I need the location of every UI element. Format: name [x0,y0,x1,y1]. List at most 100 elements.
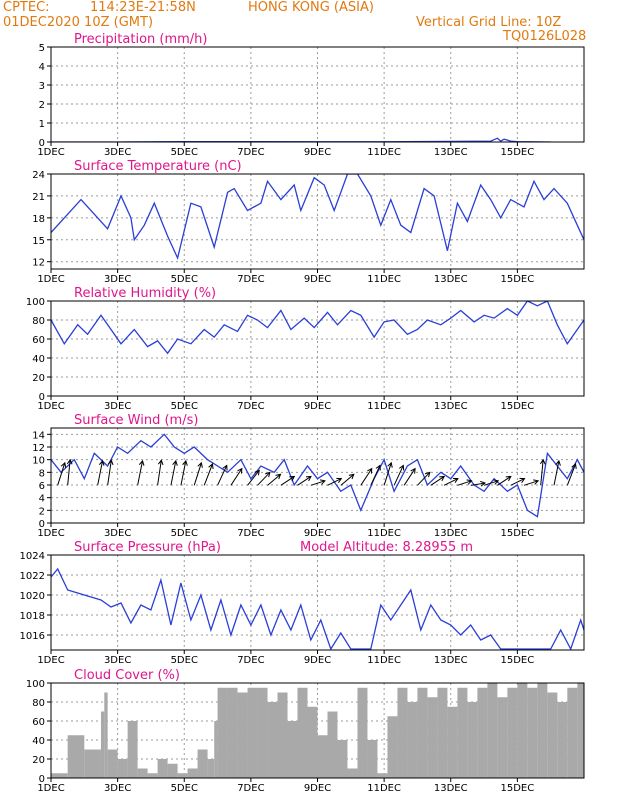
x-tick-label: 5DEC [171,147,198,158]
panel-title: Precipitation (mm/h) [74,32,207,47]
y-tick-label: 2 [39,506,45,517]
x-tick-label: 11DEC [367,274,401,285]
y-tick-label: 80 [32,316,45,327]
panel-frame [50,173,585,270]
cloud-bar [537,683,548,778]
cloud-bar [497,697,508,778]
panel-title: Surface Temperature (nC) [74,159,242,174]
y-tick-label: 15 [32,236,45,247]
y-tick-label: 20 [32,373,45,384]
x-tick-label: 9DEC [304,528,331,539]
wind-arrow [280,476,295,486]
wind-arrow [217,465,228,486]
wind-arrow-head [367,467,373,474]
x-tick-label: 7DEC [237,274,264,285]
cloud-bar [197,749,208,778]
header-coords: 114:23E-21:58N [90,0,196,15]
series-line [51,301,584,355]
y-tick-label: 2 [39,100,45,111]
wind-arrow-head [539,458,546,465]
x-tick-label: 15DEC [501,274,535,285]
cloud-bar [337,740,348,778]
x-tick-label: 13DEC [434,147,468,158]
wind-arrow [310,480,326,486]
wind-arrow-head [410,467,416,474]
wind-arrow [510,478,525,486]
wind-arrow [137,460,143,486]
y-tick-label: 1020 [20,591,45,602]
x-tick-label: 15DEC [501,783,535,794]
y-tick-label: 100 [26,679,45,690]
x-tick-label: 13DEC [434,274,468,285]
cloud-bar [187,768,198,778]
x-tick-label: 3DEC [104,783,131,794]
y-tick-label: 1 [39,119,45,130]
panel-1: 12 15 18 21 24 1DEC 3DEC 5DEC 7DEC 9DEC 11DEC 13DEC… [32,159,585,285]
wind-arrow [483,480,499,486]
wind-arrow-head [275,473,282,480]
wind-arrow-head [398,464,405,471]
cloud-bar [347,768,358,778]
y-tick-label: 40 [32,354,45,365]
cloud-bar [167,763,178,778]
wind-arrow [267,473,281,486]
cloud-bar [527,687,538,778]
panel-frame [50,46,585,143]
cloud-bar [397,687,408,778]
x-tick-label: 1DEC [37,274,64,285]
x-tick-label: 9DEC [304,274,331,285]
cloud-bar [137,768,148,778]
cloud-bar [427,697,438,778]
y-tick-label: 40 [32,736,45,747]
cloud-bar [267,702,278,778]
wind-arrow-head [466,479,473,485]
x-tick-label: 15DEC [501,147,535,158]
y-tick-label: 18 [32,214,45,225]
wind-arrow-head [138,459,145,466]
wind-arrow [497,476,512,486]
wind-arrow [157,460,162,486]
series-line [51,433,584,518]
cloud-bar [367,740,378,778]
cloud-bar [217,687,228,778]
wind-arrow-head [424,471,431,478]
series-line [51,174,584,260]
panel-frame [50,300,585,397]
x-tick-label: 5DEC [171,274,198,285]
panel-frame [50,682,585,779]
wind-arrow-head [387,461,393,468]
wind-arrow-head [452,477,459,483]
wind-arrow-head [157,459,164,466]
y-tick-label: 12 [32,258,45,269]
y-tick-label: 5 [39,43,45,54]
panel-title: Cloud Cover (%) [74,668,180,683]
cloud-bar [277,692,288,778]
wind-arrow-head [480,480,487,487]
panel-0: 0 1 2 3 4 5 1DEC 3DEC 5DEC 7DEC 9DEC 11DEC 13DEC 15DE… [37,32,585,158]
cloud-bar [104,692,108,778]
y-tick-label: 8 [39,468,45,479]
panel-frame [50,554,585,651]
x-tick-label: 15DEC [501,401,535,412]
x-tick-label: 1DEC [37,783,64,794]
wind-arrow-head [519,477,526,483]
y-tick-label: 1024 [20,551,45,562]
x-tick-label: 5DEC [171,401,198,412]
wind-arrow-head [182,459,188,466]
x-tick-label: 7DEC [237,147,264,158]
wind-arrow [383,462,392,486]
y-tick-label: 100 [26,297,45,308]
y-tick-label: 1016 [20,631,45,642]
x-tick-label: 3DEC [104,147,131,158]
x-tick-label: 3DEC [104,274,131,285]
wind-arrow [67,459,71,486]
cloud-bar [327,711,338,778]
cloud-bar [227,687,238,778]
wind-arrow [180,460,187,486]
panel-subtitle: Model Altitude: 8.28955 m [300,540,473,555]
x-tick-label: 5DEC [171,783,198,794]
wind-arrow-head [571,463,577,470]
x-tick-label: 7DEC [237,783,264,794]
y-tick-label: 1018 [20,611,45,622]
